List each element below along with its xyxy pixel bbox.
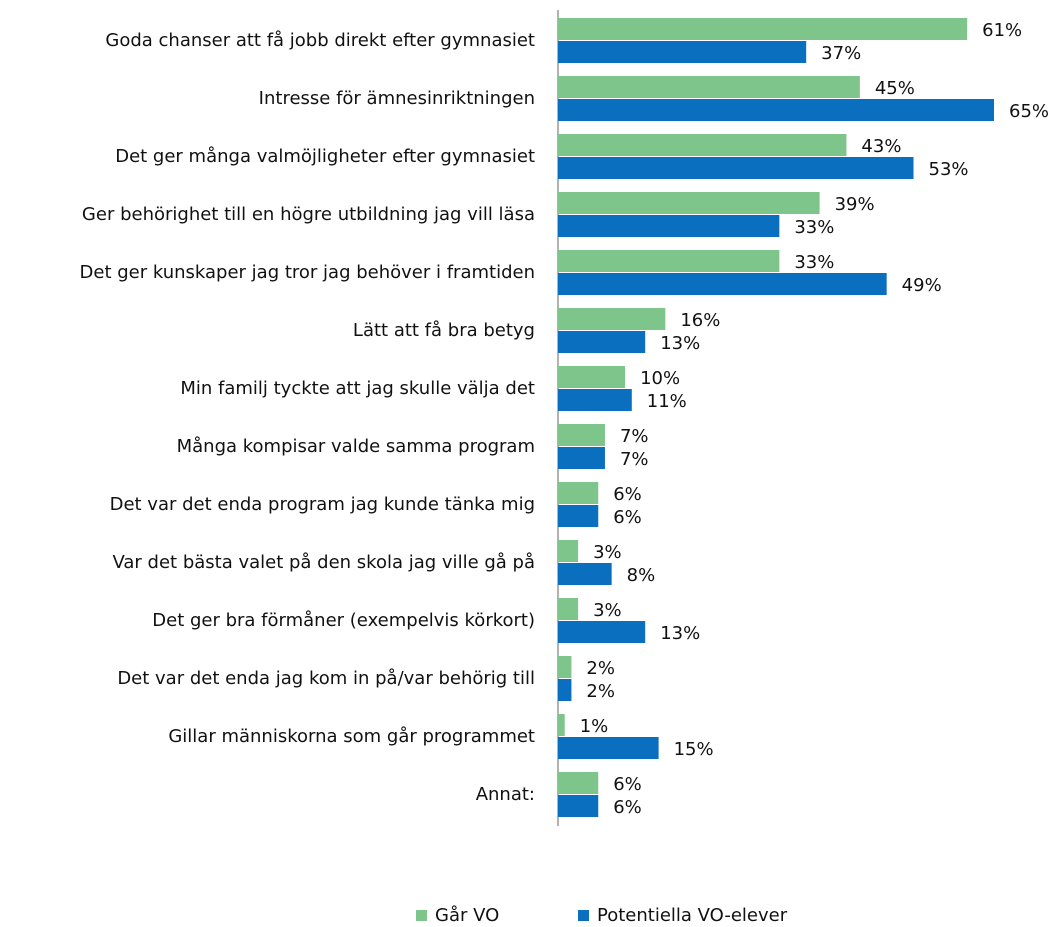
value-label: 65%	[1009, 101, 1049, 122]
category-label: Det ger kunskaper jag tror jag behöver i…	[80, 262, 535, 283]
value-label: 11%	[647, 391, 687, 412]
bar	[558, 18, 968, 40]
value-label: 7%	[620, 426, 649, 447]
category-label: Det ger många valmöjligheter efter gymna…	[115, 146, 535, 167]
value-label: 33%	[794, 217, 834, 238]
bar	[558, 714, 565, 736]
bar	[558, 656, 572, 678]
value-label: 1%	[580, 716, 609, 737]
category-label: Många kompisar valde samma program	[177, 436, 535, 457]
value-label: 43%	[861, 136, 901, 157]
value-label: 3%	[593, 600, 622, 621]
category-label: Gillar människorna som går programmet	[168, 726, 535, 747]
value-label: 49%	[902, 275, 942, 296]
value-label: 2%	[586, 658, 615, 679]
bar	[558, 621, 646, 643]
value-label: 15%	[674, 739, 714, 760]
bar	[558, 737, 659, 759]
bar	[558, 772, 599, 794]
category-label: Ger behörighet till en högre utbildning …	[82, 204, 535, 225]
category-label: Det var det enda program jag kunde tänka…	[110, 494, 535, 515]
category-label: Annat:	[476, 784, 535, 805]
bar	[558, 157, 914, 179]
bar	[558, 482, 599, 504]
bar	[558, 250, 780, 272]
category-label: Intresse för ämnesinriktningen	[259, 88, 535, 109]
category-label: Det var det enda jag kom in på/var behör…	[117, 668, 535, 689]
bar	[558, 563, 612, 585]
legend-swatch	[416, 910, 427, 921]
bar	[558, 424, 605, 446]
bar	[558, 99, 994, 121]
category-label: Lätt att få bra betyg	[353, 320, 535, 341]
value-label: 16%	[680, 310, 720, 331]
legend-label: Går VO	[435, 905, 499, 926]
bar	[558, 795, 599, 817]
bar	[558, 134, 847, 156]
value-label: 6%	[613, 797, 642, 818]
value-label: 10%	[640, 368, 680, 389]
value-label: 6%	[613, 774, 642, 795]
bar	[558, 76, 860, 98]
bar	[558, 366, 626, 388]
value-label: 7%	[620, 449, 649, 470]
value-label: 2%	[586, 681, 615, 702]
bar	[558, 505, 599, 527]
bar	[558, 192, 820, 214]
value-label: 53%	[929, 159, 969, 180]
bar	[558, 331, 646, 353]
bar	[558, 540, 579, 562]
value-label: 45%	[875, 78, 915, 99]
value-label: 6%	[613, 484, 642, 505]
category-label: Var det bästa valet på den skola jag vil…	[112, 552, 535, 573]
value-label: 6%	[613, 507, 642, 528]
bar	[558, 215, 780, 237]
value-label: 3%	[593, 542, 622, 563]
bar	[558, 679, 572, 701]
legend-swatch	[578, 910, 589, 921]
value-label: 61%	[982, 20, 1022, 41]
category-label: Min familj tyckte att jag skulle välja d…	[180, 378, 535, 399]
value-label: 8%	[627, 565, 656, 586]
bar	[558, 389, 632, 411]
bar	[558, 273, 887, 295]
bar	[558, 41, 807, 63]
category-label: Goda chanser att få jobb direkt efter gy…	[105, 30, 535, 51]
value-label: 13%	[660, 333, 700, 354]
bar	[558, 447, 605, 469]
legend-label: Potentiella VO-elever	[597, 905, 788, 926]
value-label: 37%	[821, 43, 861, 64]
category-label: Det ger bra förmåner (exempelvis körkort…	[152, 610, 535, 631]
value-label: 39%	[835, 194, 875, 215]
bar	[558, 598, 579, 620]
value-label: 33%	[794, 252, 834, 273]
value-label: 13%	[660, 623, 700, 644]
bar	[558, 308, 666, 330]
